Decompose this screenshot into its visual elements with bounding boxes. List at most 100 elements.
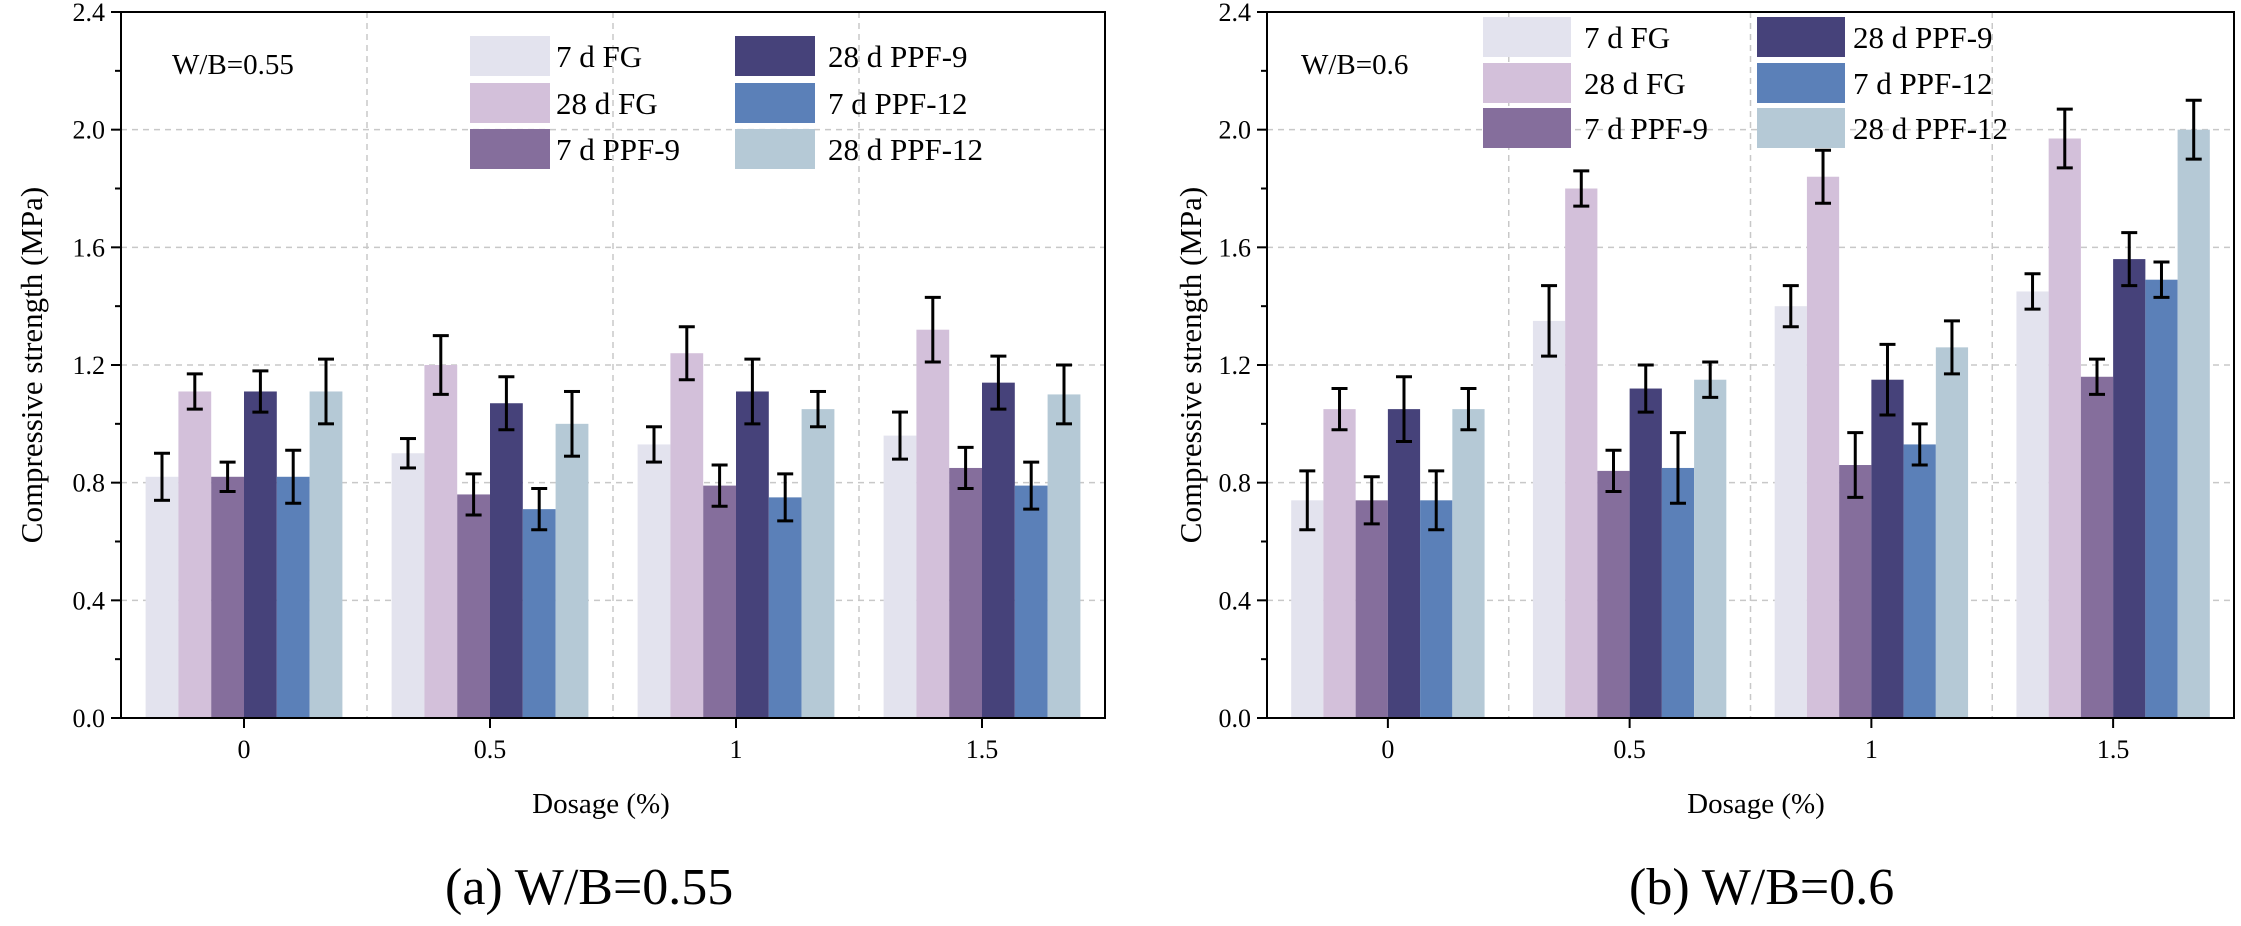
bar-28-d-ppf-12 (309, 391, 343, 718)
bar-7-d-fg (637, 444, 671, 718)
y-tick-label: 1.6 (73, 233, 106, 262)
y-tick-label: 0.8 (73, 469, 106, 498)
bar-28-d-ppf-12 (1935, 347, 1969, 718)
legend-label: 28 d FG (556, 86, 658, 121)
bar-7-d-ppf-9 (457, 494, 490, 718)
x-tick-label: 0 (1381, 735, 1394, 764)
x-tick-label: 1 (730, 735, 743, 764)
y-tick-label: 0.8 (1219, 469, 1252, 498)
bar-28-d-fg (1323, 409, 1356, 718)
bar-28-d-fg (2048, 138, 2081, 718)
legend-label: 28 d PPF-12 (828, 132, 983, 167)
x-tick-label: 1.5 (2097, 735, 2130, 764)
bar-28-d-ppf-12 (1452, 409, 1485, 718)
bar-7-d-ppf-12 (1420, 500, 1453, 718)
bar-28-d-fg (670, 353, 704, 718)
bar-7-d-ppf-9 (2080, 376, 2114, 718)
bar-7-d-ppf-12 (1661, 467, 1695, 718)
legend-label: 7 d PPF-9 (556, 132, 680, 167)
y-axis-label: Compressive strength (MPa) (1173, 187, 1208, 543)
x-axis-label: Dosage (%) (532, 788, 670, 820)
x-tick-label: 1 (1865, 735, 1878, 764)
legend-swatch (1757, 63, 1845, 103)
legend-swatch (470, 83, 550, 123)
y-tick-label: 1.2 (73, 351, 106, 380)
bar-7-d-ppf-9 (703, 485, 736, 718)
bar-7-d-ppf-9 (1355, 500, 1388, 718)
bar-28-d-fg (424, 365, 458, 718)
bar-28-d-ppf-9 (736, 391, 769, 718)
y-tick-label: 0.4 (1219, 586, 1252, 615)
bar-7-d-ppf-9 (1839, 465, 1872, 718)
x-tick-label: 1.5 (966, 735, 999, 764)
legend-label: 28 d PPF-12 (1853, 111, 2008, 146)
legend-swatch (735, 83, 815, 123)
bar-28-d-ppf-12 (1047, 394, 1081, 718)
y-tick-label: 1.6 (1219, 233, 1252, 262)
bar-7-d-ppf-12 (768, 497, 802, 718)
legend-label: 28 d PPF-9 (828, 39, 968, 74)
bar-7-d-ppf-9 (211, 476, 244, 718)
y-axis-label: Compressive strength (MPa) (14, 187, 49, 543)
chart-b: 0.0 0.4 0.8 1.2 1.6 2.0 2.4 0 0.5 1 1.5 Dosage (%) C… (1173, 0, 2235, 820)
chart-panel-a: 0.0 0.4 0.8 1.2 1.6 2.0 2.4 0 0.5 1 1.5 Dosage (%) C… (0, 0, 1110, 926)
legend-swatch (735, 36, 815, 76)
y-tick-label: 1.2 (1219, 351, 1252, 380)
bar-7-d-fg (391, 453, 425, 718)
y-tick-label: 2.0 (1219, 116, 1252, 145)
y-tick-label: 0.0 (73, 704, 106, 733)
caption-a: (a) W/B=0.55 (445, 859, 734, 916)
legend-swatch (1757, 17, 1845, 57)
y-tick-label: 0.0 (1219, 704, 1252, 733)
legend-swatch (735, 129, 815, 169)
x-axis-label: Dosage (%) (1687, 788, 1825, 820)
bar-28-d-ppf-9 (1387, 409, 1421, 718)
x-tick-label: 0.5 (474, 735, 507, 764)
legend-swatch (470, 129, 550, 169)
bar-28-d-ppf-12 (801, 409, 835, 718)
bar-7-d-ppf-12 (522, 509, 556, 718)
bar-28-d-ppf-12 (1694, 379, 1727, 718)
bar-28-d-ppf-9 (1871, 379, 1904, 718)
bar-28-d-fg (916, 329, 950, 718)
bar-7-d-ppf-9 (949, 467, 982, 718)
bar-28-d-fg (1565, 188, 1598, 718)
x-tick-label: 0 (238, 735, 251, 764)
y-tick-label: 2.0 (73, 116, 106, 145)
bar-7-d-ppf-12 (276, 476, 310, 718)
legend-label: 28 d PPF-9 (1853, 20, 1993, 55)
legend-swatch (1483, 63, 1571, 103)
bar-7-d-ppf-9 (1597, 470, 1630, 718)
bar-28-d-ppf-12 (2177, 129, 2210, 718)
bar-7-d-ppf-12 (1903, 444, 1936, 718)
y-tick-label: 0.4 (73, 586, 106, 615)
bar-7-d-ppf-12 (2145, 279, 2178, 718)
bar-28-d-ppf-9 (2113, 259, 2146, 718)
bar-28-d-fg (178, 391, 212, 718)
wb-annotation: W/B=0.55 (172, 49, 294, 81)
bar-7-d-fg (145, 476, 179, 718)
bar-7-d-fg (883, 435, 917, 718)
bar-7-d-ppf-12 (1014, 485, 1048, 718)
bar-28-d-ppf-9 (982, 382, 1015, 718)
y-tick-label: 2.4 (1219, 0, 1252, 27)
chart-a: 0.0 0.4 0.8 1.2 1.6 2.0 2.4 0 0.5 1 1.5 Dosage (%) C… (14, 0, 1106, 820)
y-tick-label: 2.4 (73, 0, 106, 27)
bar-28-d-ppf-9 (1629, 388, 1662, 718)
legend-label: 7 d PPF-12 (1853, 66, 1993, 101)
bar-28-d-ppf-9 (244, 391, 277, 718)
legend-swatch (1757, 108, 1845, 148)
legend-label: 7 d FG (556, 39, 642, 74)
bar-28-d-ppf-12 (555, 423, 589, 718)
bar-28-d-ppf-9 (490, 403, 523, 718)
x-tick-label: 0.5 (1613, 735, 1646, 764)
legend-swatch (1483, 17, 1571, 57)
legend-label: 7 d PPF-9 (1584, 111, 1708, 146)
bar-7-d-fg (1291, 500, 1324, 718)
bar-28-d-fg (1806, 176, 1840, 718)
bar-7-d-fg (1774, 306, 1807, 718)
wb-annotation: W/B=0.6 (1301, 49, 1408, 81)
caption-b: (b) W/B=0.6 (1629, 859, 1895, 916)
legend-swatch (470, 36, 550, 76)
legend-label: 7 d PPF-12 (828, 86, 968, 121)
